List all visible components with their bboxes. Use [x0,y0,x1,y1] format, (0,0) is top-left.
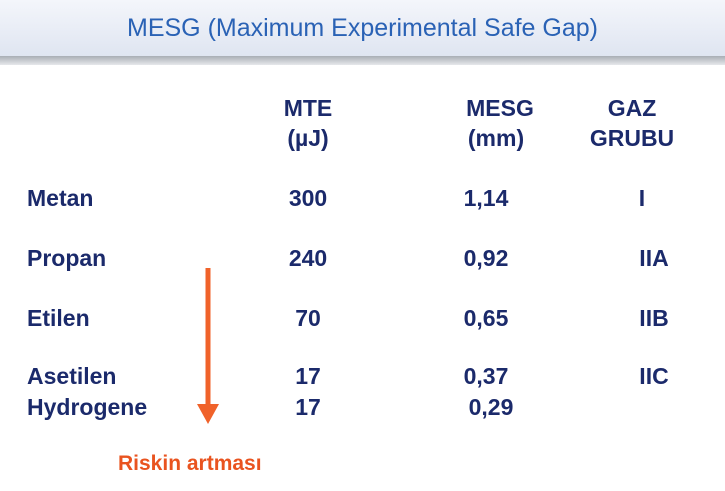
cell: IIB [639,305,669,331]
cell: IIC [639,363,669,389]
cell: 300 [288,185,328,211]
row-label: Asetilen [27,363,117,389]
cell: IIA [639,245,669,271]
cell: 70 [295,305,321,331]
arrow-head [197,404,219,424]
title: MESG (Maximum Experimental Safe Gap) [127,14,598,42]
row-label: Propan [27,245,107,271]
cell: 17 [295,394,321,420]
header: MTE [283,95,333,121]
cell: 0,92 [463,245,509,271]
header: GRUBU [589,125,675,151]
header: (mm) [467,125,525,151]
cell: 0,65 [463,305,509,331]
cell: I [638,185,646,211]
cell: 0,37 [463,363,509,389]
cell: 1,14 [463,185,509,211]
header: MESG [466,95,534,121]
header: GAZ [607,95,657,121]
arrow-label: Riskin artması [118,452,262,475]
cell: 17 [295,363,321,389]
row-label: Hydrogene [27,394,148,420]
separator [0,56,725,65]
cell: 240 [288,245,328,271]
row-label: Metan [27,185,94,211]
header: (µJ) [287,125,329,151]
cell: 0,29 [468,394,514,420]
title-bar: MESG (Maximum Experimental Safe Gap) [0,0,725,56]
arrow [197,268,219,424]
row-label: Etilen [27,305,90,331]
